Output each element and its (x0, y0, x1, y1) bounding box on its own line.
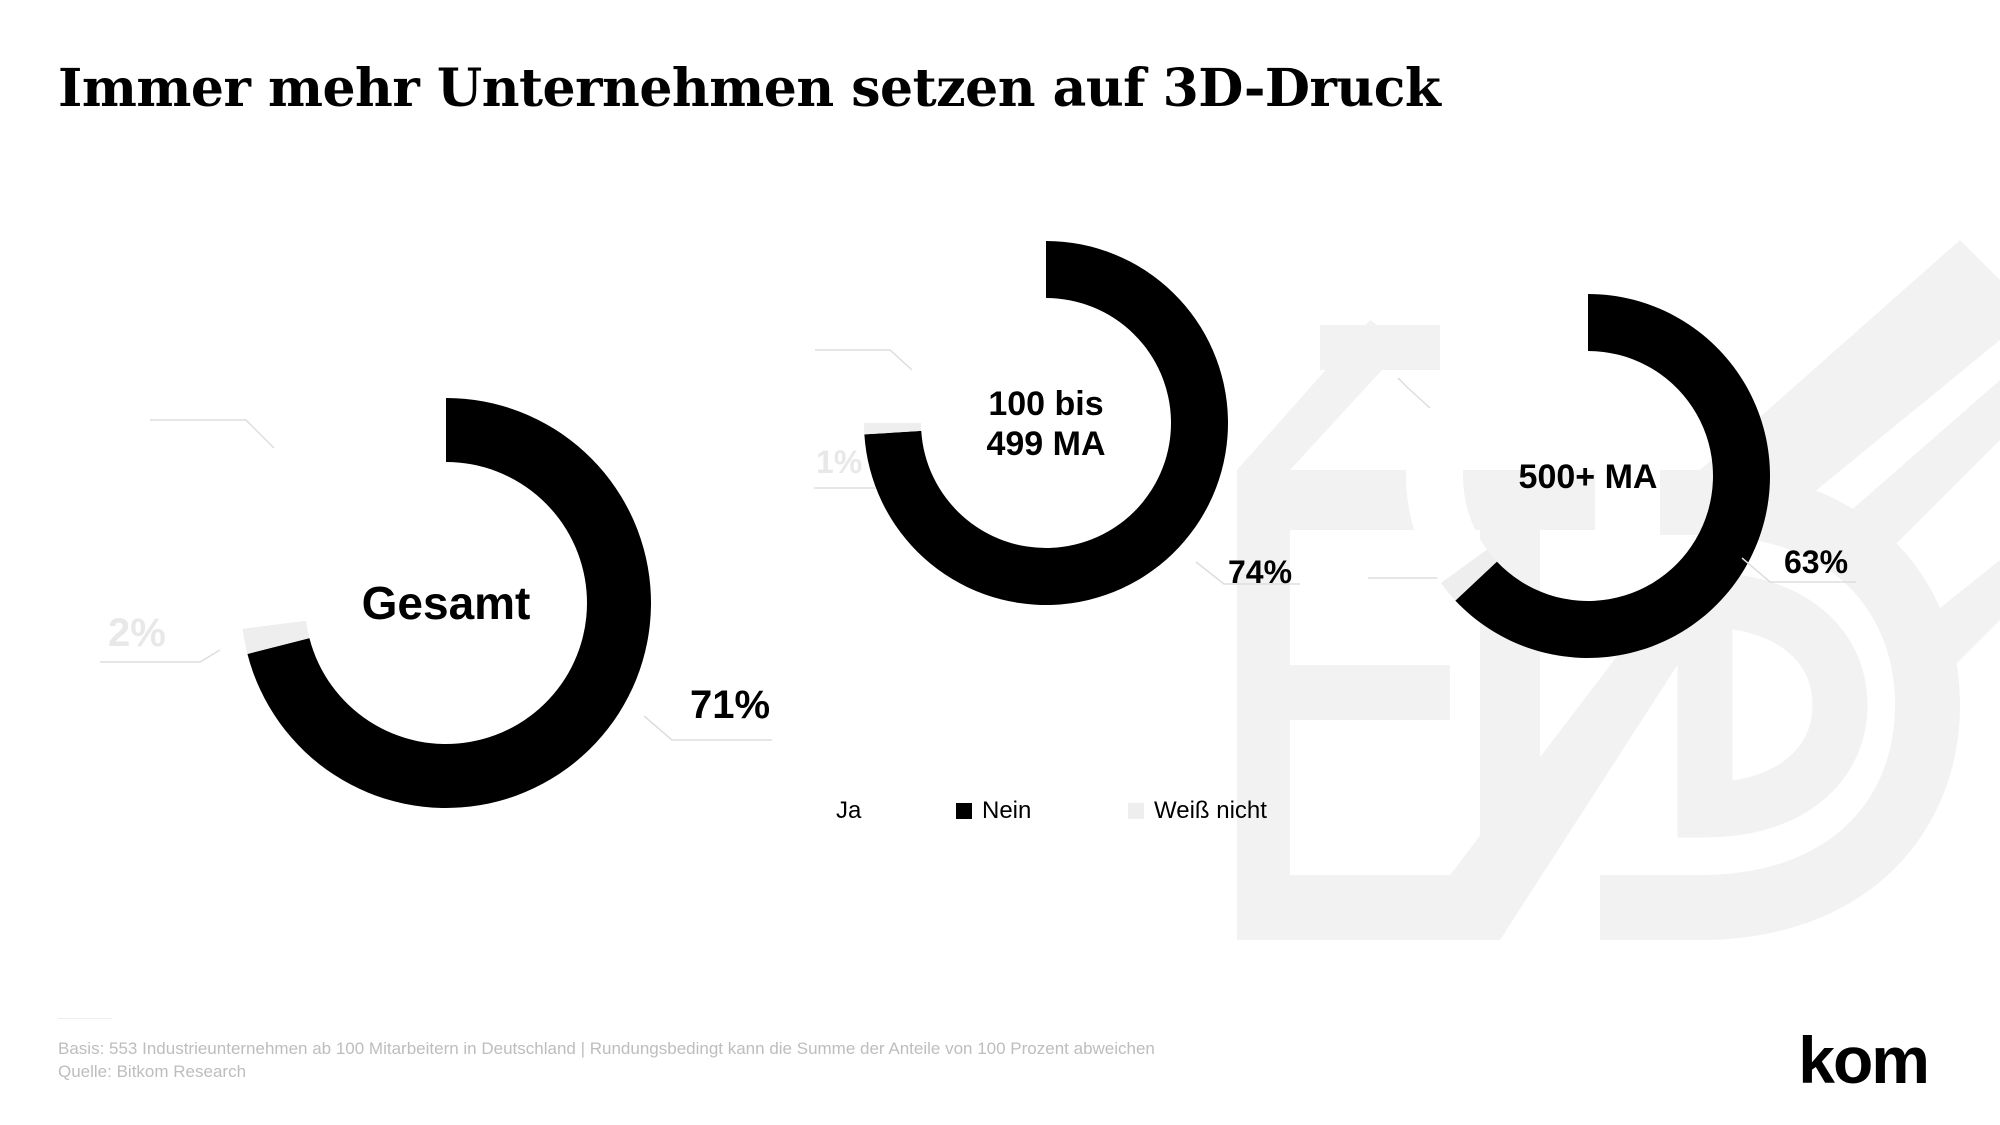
slice-weiss-nicht (242, 620, 310, 654)
legend-item-weiss-nicht: Weiß nicht (1128, 797, 1267, 825)
value-label-weiss-nicht: 1% (816, 444, 862, 480)
leader-line-ja (1397, 377, 1431, 409)
legend-item-nein: Nein (956, 797, 1031, 825)
legend-item-ja: Ja (810, 797, 861, 825)
donut-chart-1: 71% 2% Gesamt (100, 398, 772, 809)
footer-divider (58, 1018, 112, 1019)
footer-basis: Basis: 553 Industrieunternehmen ab 100 M… (58, 1039, 1155, 1058)
slice-ja (241, 398, 446, 629)
donut-chart-3: 63% 500+ MA (1368, 294, 1856, 658)
slice-nein (247, 398, 652, 809)
bitkom-logo: kom (1798, 1023, 1930, 1097)
leader-line-weiss-nicht (100, 649, 221, 663)
slice-weiss-nicht (1440, 549, 1497, 601)
leader-line-ja (150, 419, 275, 449)
center-label: 500+ MA (1519, 458, 1658, 496)
leader-line-nein (1195, 561, 1300, 585)
chart-title: Immer mehr Unternehmen setzen auf 3D-Dru… (58, 58, 1441, 119)
slice-ja (1405, 294, 1588, 583)
leader-line-nein (643, 715, 772, 741)
slice-ja (864, 241, 1046, 423)
legend-swatch-weiss-nicht (1128, 803, 1144, 819)
slice-nein (864, 241, 1228, 605)
legend-label-ja: Ja (836, 797, 862, 824)
footer-quelle: Quelle: Bitkom Research (58, 1062, 247, 1081)
legend-label-weiss-nicht: Weiß nicht (1154, 797, 1267, 824)
value-label-weiss-nicht: 2% (108, 611, 166, 655)
center-label: 499 MA (986, 425, 1105, 463)
slice-weiss-nicht (864, 423, 922, 435)
leader-line-ja (815, 349, 913, 371)
center-label: 100 bis (988, 385, 1103, 423)
legend-swatch-nein (956, 803, 972, 819)
value-label-nein: 74% (1228, 554, 1292, 590)
value-label-nein: 63% (1784, 544, 1848, 580)
legend-swatch-ja (810, 803, 826, 819)
leader-line-nein (1741, 557, 1856, 583)
slice-nein (1455, 294, 1771, 658)
value-label-nein: 71% (690, 683, 770, 727)
legend-label-nein: Nein (982, 797, 1032, 824)
center-label: Gesamt (362, 577, 531, 629)
